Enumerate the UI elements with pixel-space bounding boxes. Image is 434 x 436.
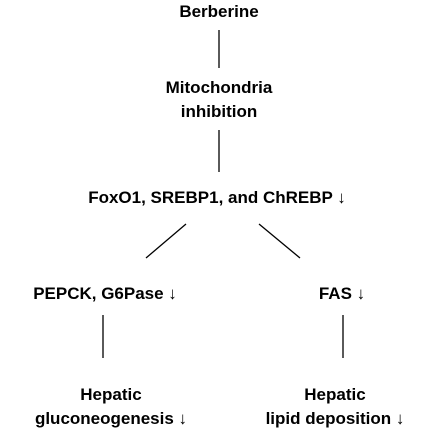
node-transcription-factors: FoxO1, SREBP1, and ChREBP ↓ [0,186,434,210]
node-berberine: Berberine [119,0,319,24]
node-fas-line-1: FAS ↓ [318,284,366,303]
node-lipid-line-1: Hepatic [304,385,366,404]
node-mitochondria-line-2: inhibition [180,102,258,121]
node-hepatic-lipid-deposition: Hepatic lipid deposition ↓ [236,383,434,431]
node-fas: FAS ↓ [250,282,434,306]
node-lipid-line-2: lipid deposition ↓ [265,409,405,428]
node-pepck-g6pase: PEPCK, G6Pase ↓ [0,282,210,306]
node-mitochondria-inhibition: Mitochondria inhibition [119,76,319,124]
node-berberine-line-1: Berberine [179,2,259,21]
edge-transcription-enzymes-left [145,223,187,259]
node-mitochondria-line-1: Mitochondria [165,78,273,97]
node-pepck-line-1: PEPCK, G6Pase ↓ [33,284,177,303]
node-transcription-line-1: FoxO1, SREBP1, and ChREBP ↓ [88,188,346,207]
node-gluconeogenesis-line-1: Hepatic [80,385,142,404]
node-hepatic-gluconeogenesis: Hepatic gluconeogenesis ↓ [0,383,222,431]
node-gluconeogenesis-line-2: gluconeogenesis ↓ [34,409,188,428]
edge-transcription-enzymes-right [258,223,301,259]
